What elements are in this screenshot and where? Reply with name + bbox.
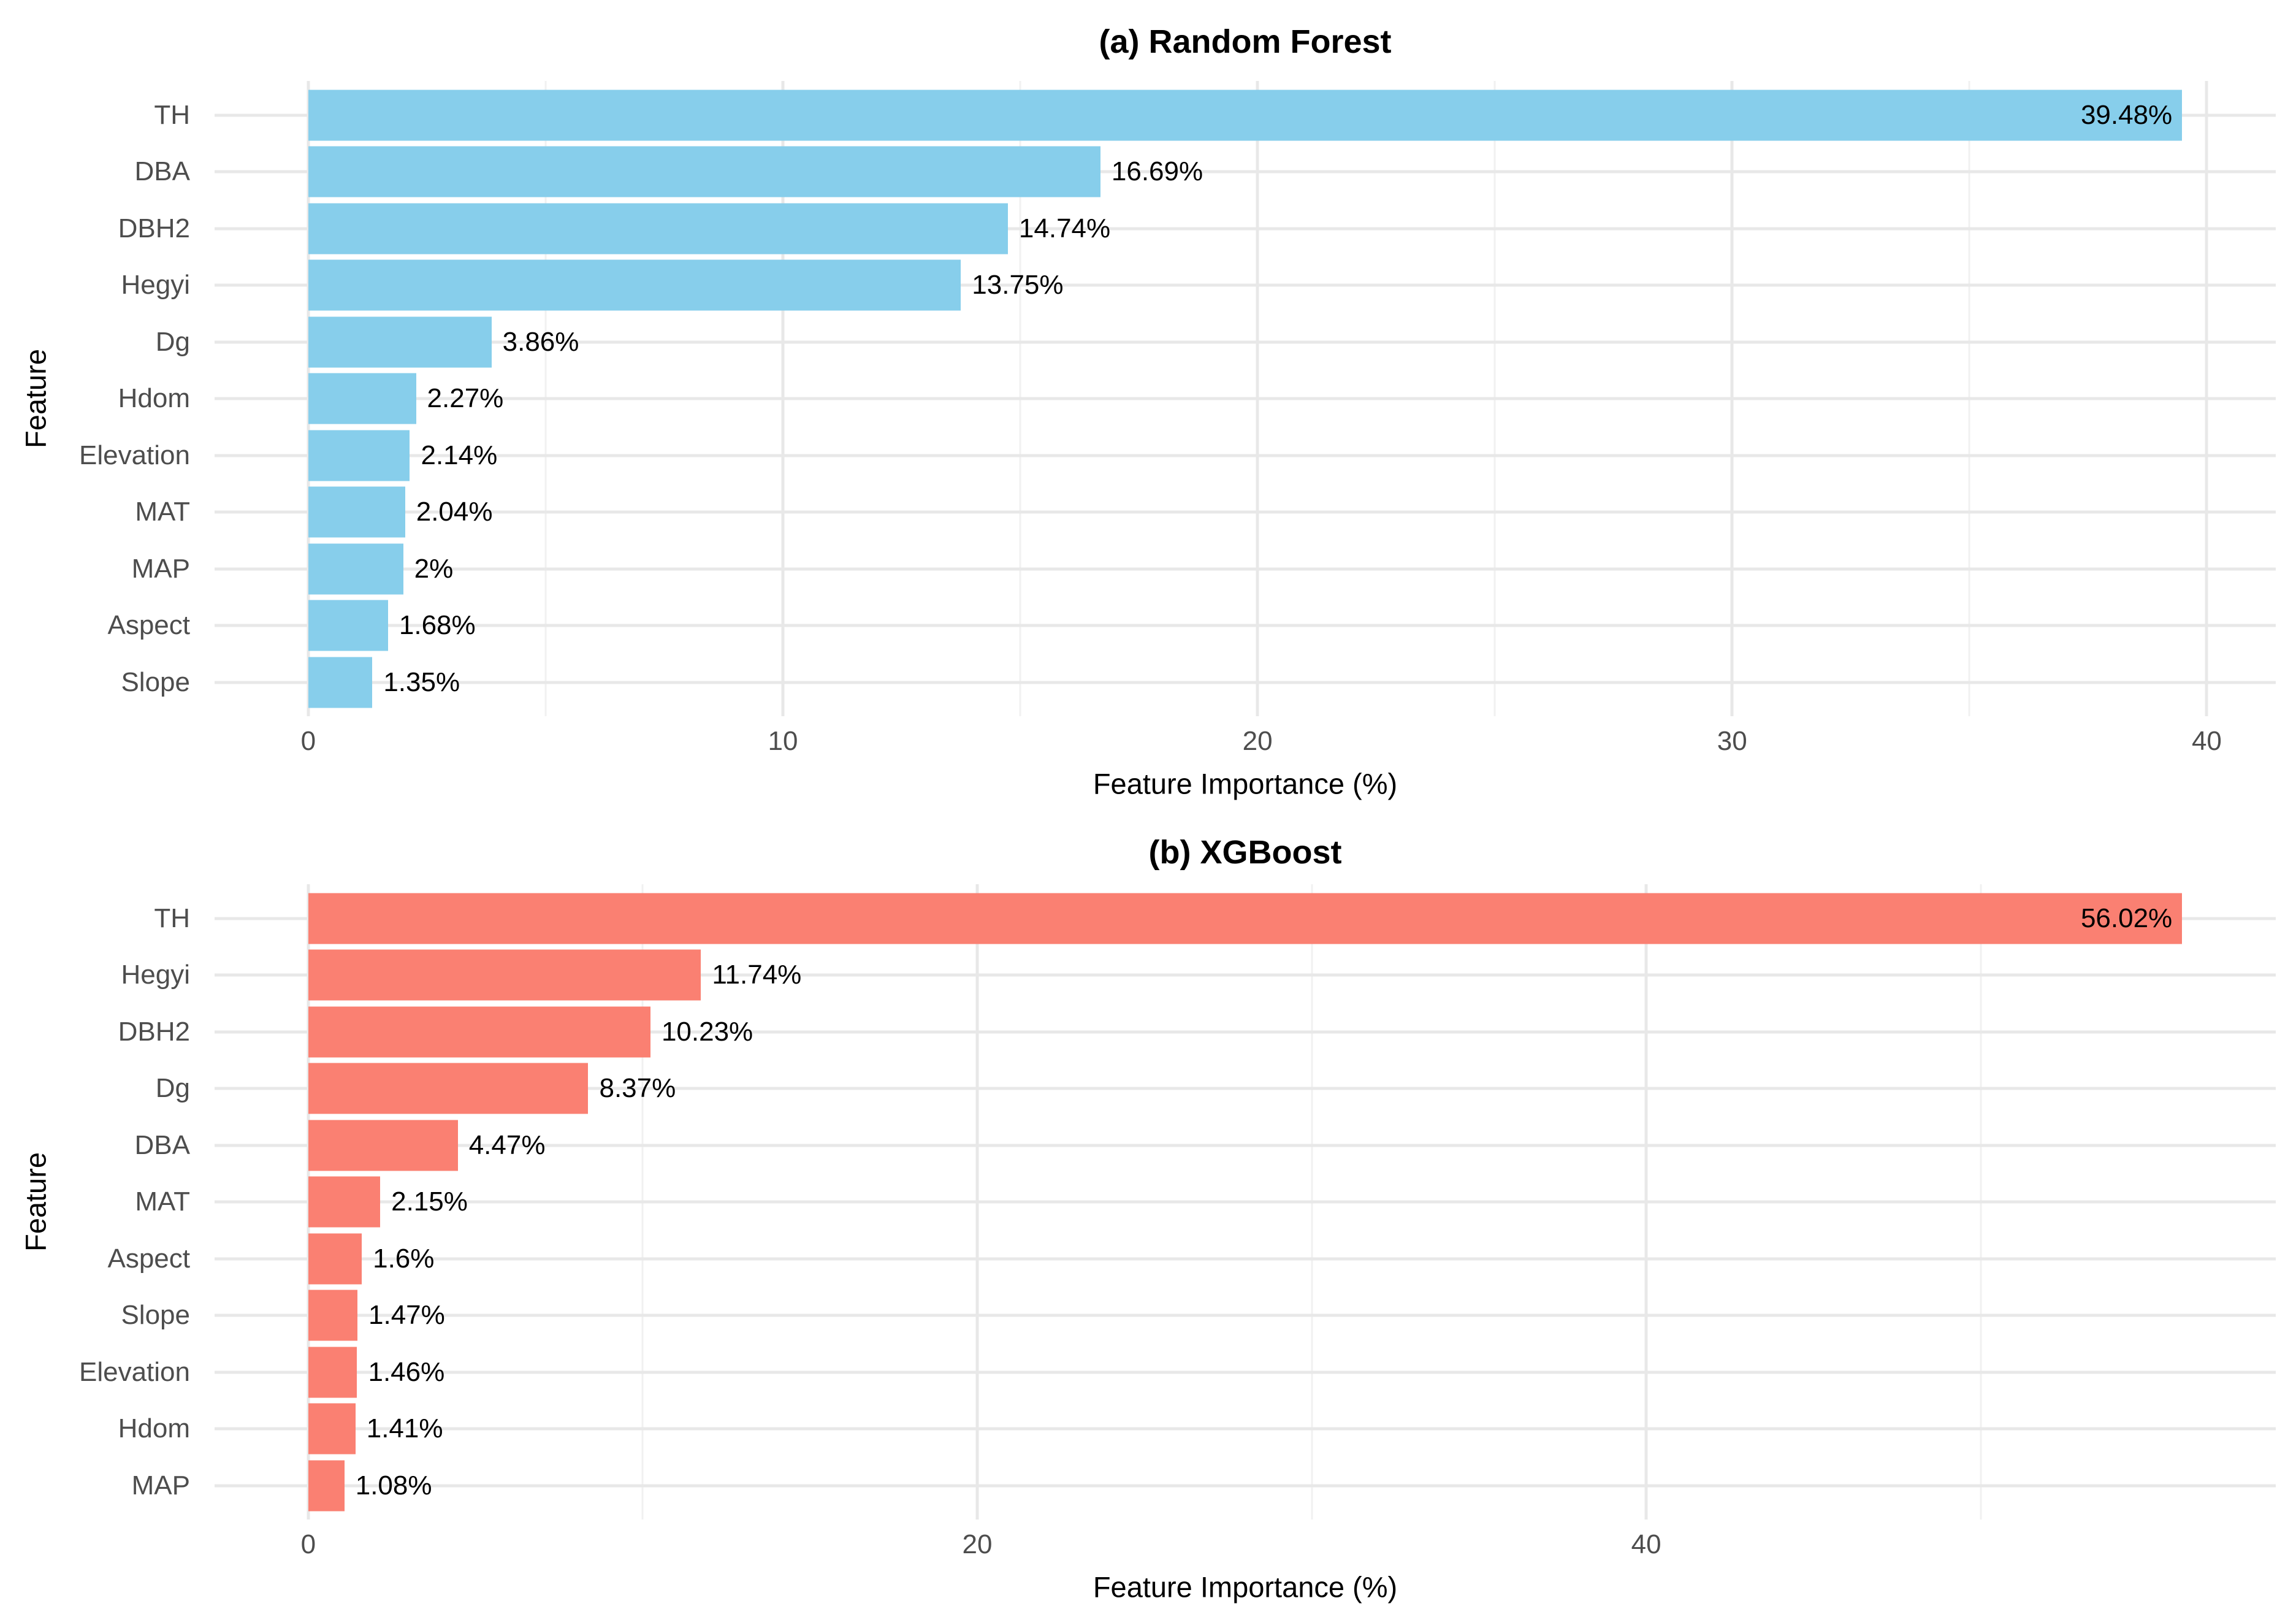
chart-a-category-gridline: [215, 340, 2276, 343]
chart-a-x-tick-label: 0: [300, 726, 316, 756]
chart-a-bar-value-aspect: 1.68%: [399, 610, 476, 640]
chart-a-bar-hdom: [308, 373, 416, 424]
chart-a-x-tick-label: 20: [1242, 726, 1273, 756]
chart-a-category-gridline: [215, 227, 2276, 230]
chart-a-bar-hegyi: [308, 259, 961, 311]
chart-b-x-axis-title: Feature Importance (%): [1093, 1570, 1398, 1604]
chart-a-category-label-hdom: Hdom: [118, 383, 190, 413]
chart-a-x-tick-label: 10: [768, 726, 798, 756]
chart-a-category-label-dba: DBA: [134, 156, 190, 186]
chart-b-category-label-hegyi: Hegyi: [121, 960, 191, 990]
chart-a-category-label-dbh2: DBH2: [118, 213, 190, 243]
chart-b-bar-map: [308, 1460, 345, 1511]
chart-b-bar-value-slope: 1.47%: [368, 1300, 445, 1330]
chart-b-bar-elevation: [308, 1347, 357, 1397]
chart-a-bar-value-hdom: 2.27%: [427, 383, 504, 413]
chart-b-bar-value-dba: 4.47%: [468, 1130, 546, 1160]
chart-a-bar-mat: [308, 486, 405, 538]
chart-b-bar-mat: [308, 1176, 381, 1228]
chart-a-bar-value-dba: 16.69%: [1111, 156, 1203, 186]
chart-b-category-label-elevation: Elevation: [78, 1356, 190, 1387]
chart-a-bar-dg: [308, 316, 492, 367]
chart-a-x-tick-label: 40: [2191, 726, 2222, 756]
chart-a-category-label-mat: MAT: [135, 497, 190, 527]
chart-b-title: (b) XGBoost: [1148, 834, 1342, 871]
chart-a-title: (a) Random Forest: [1099, 23, 1392, 60]
chart-a-category-gridline: [215, 397, 2276, 400]
chart-a-bar-value-dg: 3.86%: [502, 326, 579, 357]
chart-a-bar-th: [308, 90, 2183, 140]
chart-a-bar-dba: [308, 146, 1100, 197]
chart-a-category-label-dg: Dg: [155, 326, 190, 357]
chart-a-category-gridline: [215, 567, 2276, 570]
chart-b-bar-aspect: [308, 1233, 362, 1284]
chart-b-bar-slope: [308, 1290, 357, 1341]
chart-b-category-label-dbh2: DBH2: [118, 1016, 190, 1047]
chart-a-bar-map: [308, 543, 403, 594]
chart-b-category-gridline: [215, 1313, 2276, 1317]
chart-b-bar-value-dbh2: 10.23%: [661, 1016, 753, 1047]
chart-b-bar-hegyi: [308, 949, 701, 1001]
chart-b-category-gridline: [215, 1087, 2276, 1090]
chart-b-category-gridline: [215, 1484, 2276, 1487]
chart-a-category-gridline: [215, 170, 2276, 174]
chart-b-category-label-dg: Dg: [155, 1073, 190, 1103]
chart-a-category-gridline: [215, 510, 2276, 514]
chart-b-bar-dg: [308, 1063, 589, 1114]
chart-b-category-label-slope: Slope: [121, 1300, 190, 1330]
chart-b-category-gridline: [215, 1257, 2276, 1260]
chart-b-category-gridline: [215, 1427, 2276, 1431]
chart-b-category-label-mat: MAT: [135, 1187, 190, 1217]
chart-a-category-label-map: MAP: [131, 553, 190, 584]
chart-b-bar-hdom: [308, 1403, 356, 1455]
chart-b-bar-value-aspect: 1.6%: [373, 1243, 435, 1274]
chart-a-category-label-hegyi: Hegyi: [121, 270, 191, 300]
chart-a-bar-value-elevation: 2.14%: [421, 440, 498, 470]
chart-b-category-gridline: [215, 1144, 2276, 1147]
chart-a-bar-value-mat: 2.04%: [416, 497, 493, 527]
chart-a-category-label-aspect: Aspect: [107, 610, 190, 640]
chart-a-bar-elevation: [308, 430, 410, 481]
chart-b-category-label-aspect: Aspect: [107, 1243, 190, 1274]
chart-a-x-axis-title: Feature Importance (%): [1093, 767, 1398, 800]
chart-a-bar-value-th: 39.48%: [2080, 99, 2173, 130]
chart-b-category-label-dba: DBA: [134, 1130, 190, 1160]
chart-b-bar-value-map: 1.08%: [355, 1470, 432, 1500]
chart-b-x-tick-label: 0: [300, 1529, 316, 1559]
chart-a-category-gridline: [215, 454, 2276, 457]
chart-a-x-tick-label: 30: [1717, 726, 1747, 756]
chart-b-bar-dbh2: [308, 1006, 650, 1057]
chart-b-category-label-th: TH: [154, 903, 190, 933]
chart-b-bar-value-dg: 8.37%: [599, 1073, 676, 1103]
chart-a-category-gridline: [215, 283, 2276, 287]
chart-b-category-gridline: [215, 1200, 2276, 1204]
chart-b-category-label-hdom: Hdom: [118, 1413, 190, 1443]
chart-b-bar-value-th: 56.02%: [2080, 903, 2173, 933]
chart-b-x-tick-label: 20: [962, 1529, 993, 1559]
chart-a-bar-aspect: [308, 600, 388, 651]
chart-a-category-label-th: TH: [154, 99, 190, 130]
chart-a-category-gridline: [215, 624, 2276, 627]
chart-a-bar-value-dbh2: 14.74%: [1018, 213, 1111, 243]
chart-b-bar-value-mat: 2.15%: [391, 1187, 468, 1217]
chart-b-bar-value-elevation: 1.46%: [368, 1356, 445, 1387]
chart-a-bar-dbh2: [308, 203, 1008, 254]
chart-b-category-label-map: MAP: [131, 1470, 190, 1500]
chart-b-category-gridline: [215, 1030, 2276, 1033]
chart-b-x-tick-label: 40: [1631, 1529, 1661, 1559]
chart-a-bar-slope: [308, 657, 373, 708]
chart-b-category-gridline: [215, 973, 2276, 977]
chart-a-category-gridline: [215, 681, 2276, 684]
chart-b-bar-value-hegyi: 11.74%: [712, 960, 802, 990]
chart-b-category-gridline: [215, 1370, 2276, 1374]
chart-a-bar-value-slope: 1.35%: [383, 667, 460, 697]
chart-b-bar-value-hdom: 1.41%: [366, 1413, 443, 1443]
chart-b-bar-th: [308, 893, 2183, 944]
chart-a-bar-value-hegyi: 13.75%: [972, 270, 1064, 300]
chart-a-category-label-slope: Slope: [121, 667, 190, 697]
chart-a-bar-value-map: 2%: [414, 553, 454, 584]
chart-a-category-label-elevation: Elevation: [78, 440, 190, 470]
chart-b-bar-dba: [308, 1120, 458, 1171]
